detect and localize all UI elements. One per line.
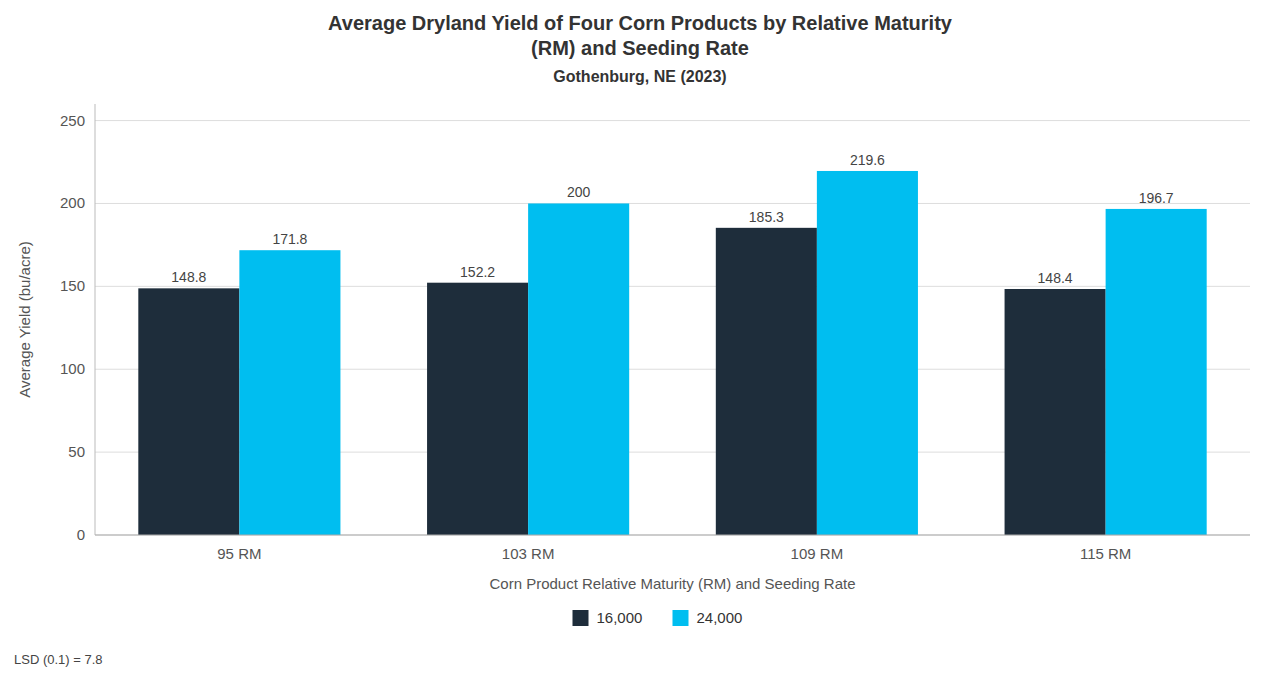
- y-tick-label: 150: [60, 277, 85, 294]
- bar: [1106, 209, 1207, 535]
- title-line: Average Dryland Yield of Four Corn Produ…: [328, 12, 953, 34]
- y-tick-label: 100: [60, 360, 85, 377]
- bars: [138, 171, 1206, 535]
- subtitle: Gothenburg, NE (2023): [553, 68, 726, 85]
- title-line: (RM) and Seeding Rate: [531, 37, 749, 59]
- legend-entry: 16,000: [597, 609, 643, 626]
- data-label: 219.6: [850, 152, 885, 168]
- y-tick-label: 50: [68, 443, 85, 460]
- bar: [239, 250, 340, 535]
- bar: [817, 171, 918, 535]
- grid-line: [95, 203, 1250, 204]
- y-tick-label: 250: [60, 112, 85, 129]
- y-tick-label: 200: [60, 194, 85, 211]
- bar: [138, 288, 239, 535]
- bar: [427, 283, 528, 535]
- data-label: 196.7: [1139, 190, 1174, 206]
- x-axis-label: Corn Product Relative Maturity (RM) and …: [490, 575, 856, 592]
- bar: [1005, 289, 1106, 535]
- bar: [716, 228, 817, 535]
- y-axis-label: Average Yield (bu/acre): [16, 241, 33, 397]
- data-label: 152.2: [460, 264, 495, 280]
- legend-swatch: [673, 610, 689, 626]
- grid-line: [95, 120, 1250, 121]
- x-tick-label: 103 RM: [502, 545, 555, 562]
- x-tick-label: 95 RM: [217, 545, 261, 562]
- data-label: 148.8: [171, 269, 206, 285]
- data-label: 200: [567, 184, 591, 200]
- grid: [95, 121, 1250, 535]
- y-axis-line: [95, 104, 96, 535]
- x-axis-line: [95, 535, 1250, 536]
- y-tick-label: 0: [77, 526, 85, 543]
- legend-entry: 24,000: [697, 609, 743, 626]
- x-tick-label: 109 RM: [791, 545, 844, 562]
- title: Average Dryland Yield of Four Corn Produ…: [328, 12, 953, 59]
- legend-swatch: [573, 610, 589, 626]
- chart-container: Average Dryland Yield of Four Corn Produ…: [0, 0, 1280, 678]
- grid-line: [95, 535, 1250, 536]
- annotation: LSD (0.1) = 7.8: [14, 652, 103, 667]
- x-tick-label: 115 RM: [1080, 545, 1131, 562]
- bar: [528, 203, 629, 535]
- chart-svg: Average Dryland Yield of Four Corn Produ…: [0, 0, 1280, 678]
- data-labels: 148.8 152.2 185.3 148.4 171.8 200 219.6 196.7: [171, 152, 1174, 286]
- legend: 16,000 24,000: [573, 609, 743, 626]
- data-label: 148.4: [1038, 270, 1073, 286]
- data-label: 185.3: [749, 209, 784, 225]
- data-label: 171.8: [272, 231, 307, 247]
